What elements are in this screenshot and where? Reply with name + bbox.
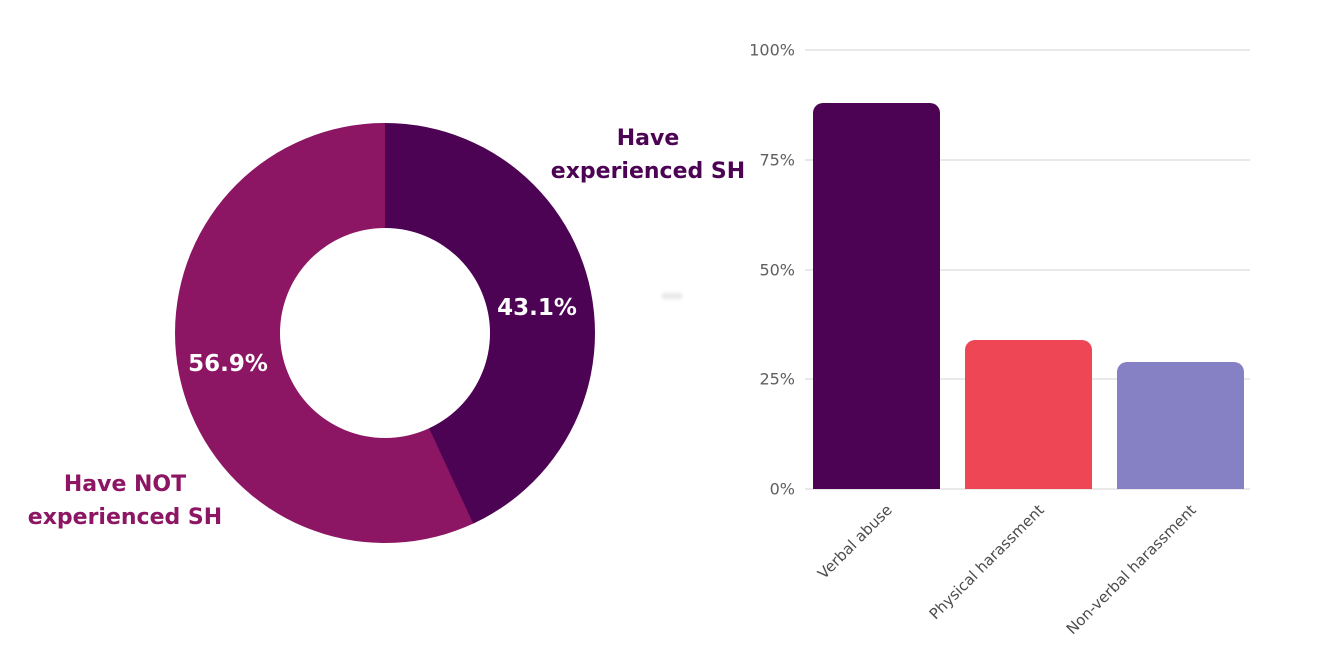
- donut-value-not-experienced: 56.9%: [188, 351, 268, 377]
- gridline: [805, 49, 1250, 51]
- donut-ring: 43.1% 56.9%: [175, 123, 595, 543]
- bar-physical-harassment: [965, 339, 1092, 489]
- gridline: [805, 488, 1250, 490]
- y-axis-tick-label: 25%: [759, 369, 795, 389]
- y-axis-tick-label: 0%: [769, 479, 795, 499]
- smudge-artifact: [662, 293, 682, 299]
- label-have-experienced: Have experienced SH: [548, 122, 748, 188]
- label-have-experienced-line1: Have: [616, 126, 680, 151]
- y-axis-tick-label: 75%: [759, 150, 795, 170]
- bar-non-verbal-harassment: [1117, 361, 1244, 489]
- label-have-experienced-line2: experienced SH: [550, 159, 746, 184]
- donut-hole: [280, 228, 490, 438]
- gridline: [805, 158, 1250, 161]
- donut-value-experienced: 43.1%: [497, 295, 577, 321]
- label-have-not-experienced-line2: experienced SH: [27, 505, 223, 530]
- bar-verbal-abuse: [813, 102, 940, 489]
- x-axis-tick-label: Non-verbal harassment: [1062, 501, 1200, 639]
- x-axis-tick-label: Physical harassment: [925, 501, 1048, 624]
- gridline: [805, 268, 1250, 271]
- y-axis-tick-label: 50%: [759, 260, 795, 279]
- y-axis-tick-label: 100%: [749, 40, 795, 60]
- bar-chart: 0% 25% 50% 75% 100% Verbal abuse Physical hara…: [749, 30, 1310, 650]
- label-have-not-experienced-line1: Have NOT: [63, 472, 187, 497]
- bar-plot-area: 0% 25% 50% 75% 100% Verbal abuse Physical hara…: [749, 41, 1250, 638]
- x-axis-tick-label: Verbal abuse: [813, 501, 896, 583]
- label-have-not-experienced: Have NOT experienced SH: [25, 468, 225, 534]
